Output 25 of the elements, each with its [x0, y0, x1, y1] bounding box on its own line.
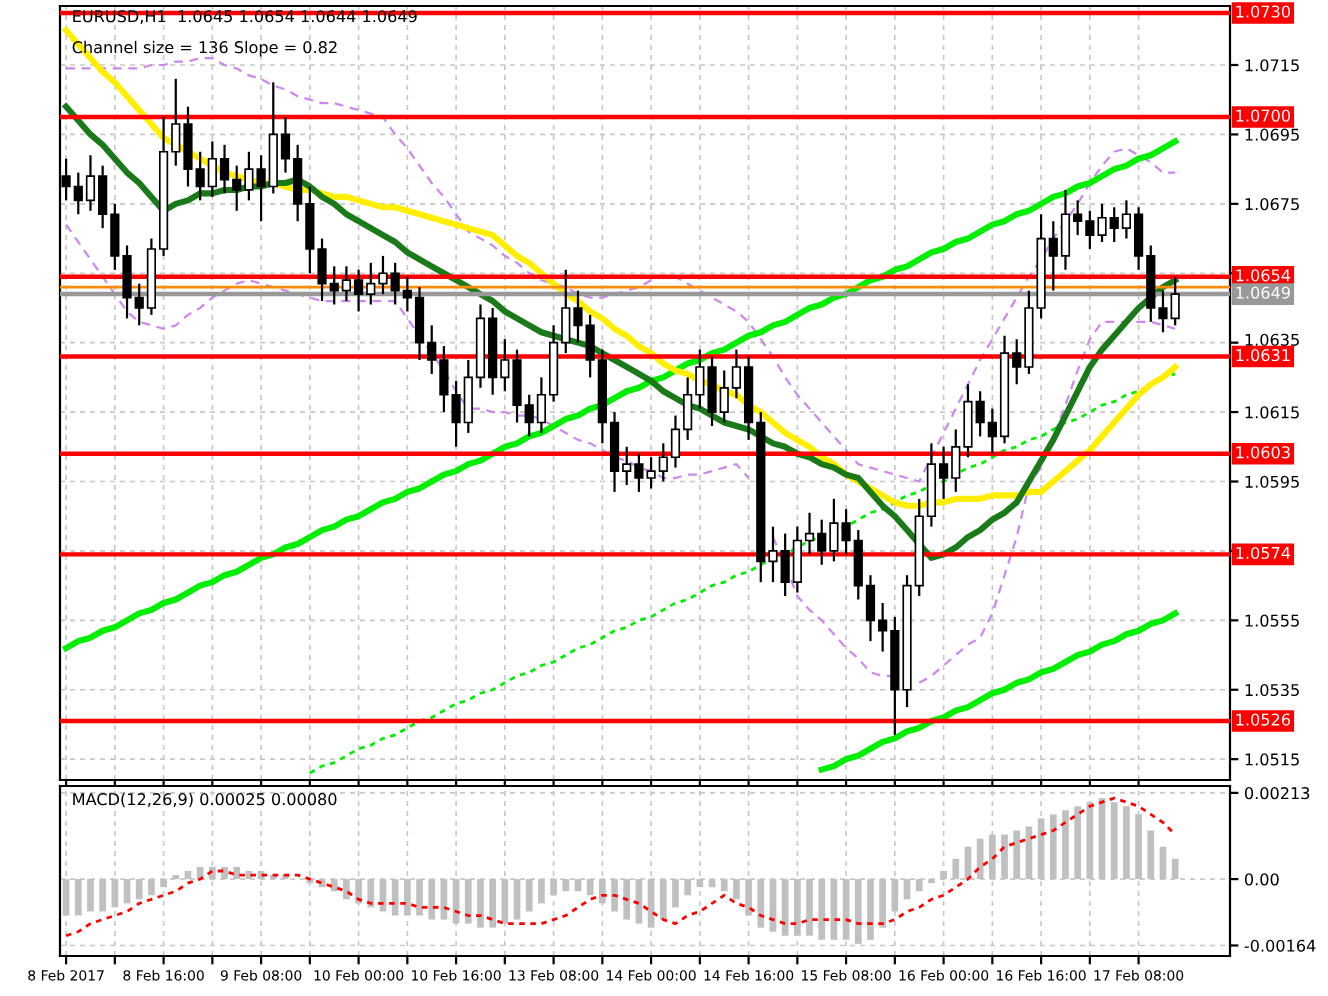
y-tick-label: 1.0615: [1245, 406, 1299, 419]
y-tick-label: 1.0695: [1245, 128, 1299, 141]
ref-line-label: 1.0654: [1236, 269, 1291, 282]
ref-line-label: 1.0603: [1236, 446, 1290, 459]
y-tick-label: 1.0635: [1245, 333, 1299, 346]
annotation: MACD(12,26,9) 0.00025 0.00080: [73, 792, 337, 808]
line-series: [308, 372, 1177, 775]
line-series: [64, 796, 1177, 938]
y-tick-label: -0.00164: [1244, 939, 1316, 952]
ref-line-label: 1.0526: [1236, 713, 1291, 726]
ref-line-label: 1.0574: [1236, 546, 1291, 560]
y-tick-label: 1.0515: [1245, 753, 1299, 766]
y-tick-label: 1.0715: [1245, 59, 1299, 72]
y-tick-label: 0.00: [1244, 873, 1279, 886]
ref-line-label: 1.0730: [1236, 5, 1290, 18]
y-tick-label: 1.0595: [1245, 475, 1299, 488]
y-tick-label: 0.00213: [1244, 787, 1310, 800]
ref-line-label: 1.0649: [1236, 286, 1290, 299]
y-tick-label: 1.0535: [1245, 683, 1299, 697]
ref-line-label: 1.0631: [1236, 349, 1290, 362]
ref-line-label: 1.0700: [1236, 109, 1290, 122]
y-tick-label: 1.0675: [1245, 198, 1299, 211]
line-series: [63, 138, 1179, 652]
line-series: [818, 610, 1179, 773]
y-tick-label: 1.0555: [1245, 614, 1299, 627]
